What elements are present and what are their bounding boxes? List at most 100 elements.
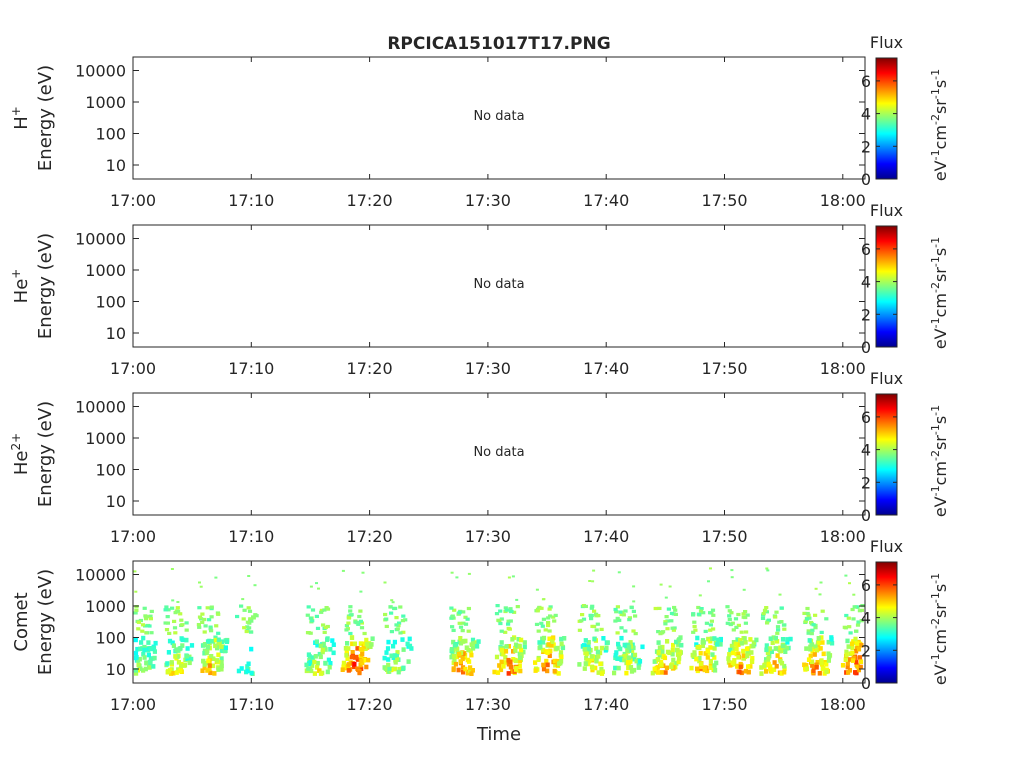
- flux-cell: [728, 647, 733, 653]
- no-data-label: No data: [473, 277, 524, 292]
- flux-cell: [726, 660, 731, 665]
- flux-cell: [772, 667, 777, 672]
- flux-cell: [148, 656, 153, 662]
- flux-cell: [521, 649, 526, 655]
- flux-cell: [467, 572, 471, 575]
- flux-cell: [546, 620, 551, 625]
- flux-cell: [208, 670, 213, 676]
- burst-5: [340, 569, 375, 676]
- flux-cell: [631, 645, 636, 651]
- flux-cell: [730, 576, 734, 579]
- flux-cell: [728, 663, 733, 668]
- flux-cell: [804, 666, 809, 672]
- flux-cell: [501, 664, 506, 669]
- flux-cell: [854, 659, 859, 665]
- flux-cell: [216, 637, 221, 643]
- flux-cell: [509, 609, 514, 614]
- flux-cell: [844, 649, 849, 655]
- flux-cell: [732, 658, 737, 663]
- flux-cell: [350, 650, 355, 655]
- flux-cell: [182, 662, 188, 668]
- flux-cell: [136, 662, 141, 668]
- x-tick-label: 17:40: [583, 359, 629, 378]
- flux-cell: [389, 611, 394, 615]
- flux-cell: [627, 616, 632, 620]
- flux-cell: [842, 625, 847, 629]
- flux-cell: [468, 648, 473, 654]
- flux-cell: [824, 662, 829, 667]
- flux-cell: [321, 641, 326, 647]
- flux-cell: [249, 630, 254, 634]
- flux-cell: [652, 666, 657, 672]
- colorbar-tick-label: 6: [861, 72, 871, 91]
- flux-cell: [764, 647, 769, 653]
- flux-cell: [534, 622, 540, 627]
- flux-cell: [325, 669, 330, 675]
- flux-cell: [247, 609, 253, 613]
- flux-cell: [202, 665, 207, 670]
- flux-cell: [852, 593, 856, 596]
- unit-exponent: -1: [929, 405, 942, 416]
- flux-cell: [369, 642, 374, 647]
- x-tick-label: 17:40: [583, 191, 629, 210]
- figure-title: RPCICA151017T17.PNG: [387, 34, 610, 54]
- flux-cell: [736, 642, 741, 647]
- flux-cell: [145, 615, 150, 619]
- flux-cell: [782, 663, 787, 669]
- flux-cell: [819, 658, 824, 663]
- colorbar-unit-label: eV-1cm-2sr-1s-1: [929, 405, 950, 517]
- flux-cell: [854, 648, 859, 654]
- flux-cell: [819, 635, 824, 640]
- flux-cell: [741, 653, 746, 658]
- flux-cell: [385, 646, 391, 651]
- flux-cell: [655, 665, 660, 670]
- flux-cell: [858, 664, 863, 670]
- flux-cell: [315, 665, 320, 670]
- flux-cell: [310, 619, 315, 623]
- flux-cell: [306, 652, 311, 657]
- flux-cell: [470, 637, 476, 643]
- colorbar-unit-label: eV-1cm-2sr-1s-1: [929, 573, 950, 685]
- flux-cell: [223, 645, 228, 650]
- flux-cell: [516, 637, 521, 642]
- flux-cell: [348, 609, 353, 613]
- flux-cell: [545, 662, 550, 668]
- flux-cell: [589, 654, 594, 659]
- flux-cell: [386, 662, 391, 668]
- flux-cell: [806, 657, 812, 662]
- flux-cell: [535, 588, 539, 591]
- flux-cell: [175, 654, 180, 659]
- y-tick-label: 10: [106, 660, 126, 679]
- flux-cell: [663, 670, 668, 675]
- flux-cell: [202, 662, 207, 667]
- flux-cell: [762, 608, 768, 613]
- unit-base: s: [931, 248, 950, 256]
- flux-cell: [814, 662, 819, 668]
- flux-cell: [205, 644, 211, 650]
- y-tick-label: 1000: [85, 429, 126, 448]
- flux-cell: [859, 619, 864, 623]
- flux-cell: [735, 637, 740, 642]
- y-axis-species-label: He2+: [9, 433, 32, 475]
- flux-cell: [246, 606, 251, 610]
- flux-cell: [213, 643, 218, 649]
- burst-13: [689, 567, 723, 674]
- unit-exponent: -2: [929, 282, 942, 293]
- flux-cell: [148, 659, 153, 665]
- flux-cell: [671, 628, 676, 632]
- flux-cell: [633, 614, 638, 618]
- flux-cell: [148, 646, 153, 651]
- flux-cell: [465, 617, 470, 621]
- flux-cell: [540, 624, 545, 628]
- flux-cell: [699, 607, 704, 611]
- flux-cell: [461, 669, 466, 675]
- flux-cell: [149, 609, 154, 614]
- flux-cell: [657, 645, 662, 650]
- flux-cell: [138, 618, 143, 623]
- flux-cell: [471, 641, 476, 646]
- flux-cell: [179, 663, 184, 669]
- flux-cell: [499, 617, 504, 621]
- flux-cell: [184, 653, 189, 659]
- flux-cell: [142, 606, 147, 610]
- flux-cell: [718, 642, 723, 647]
